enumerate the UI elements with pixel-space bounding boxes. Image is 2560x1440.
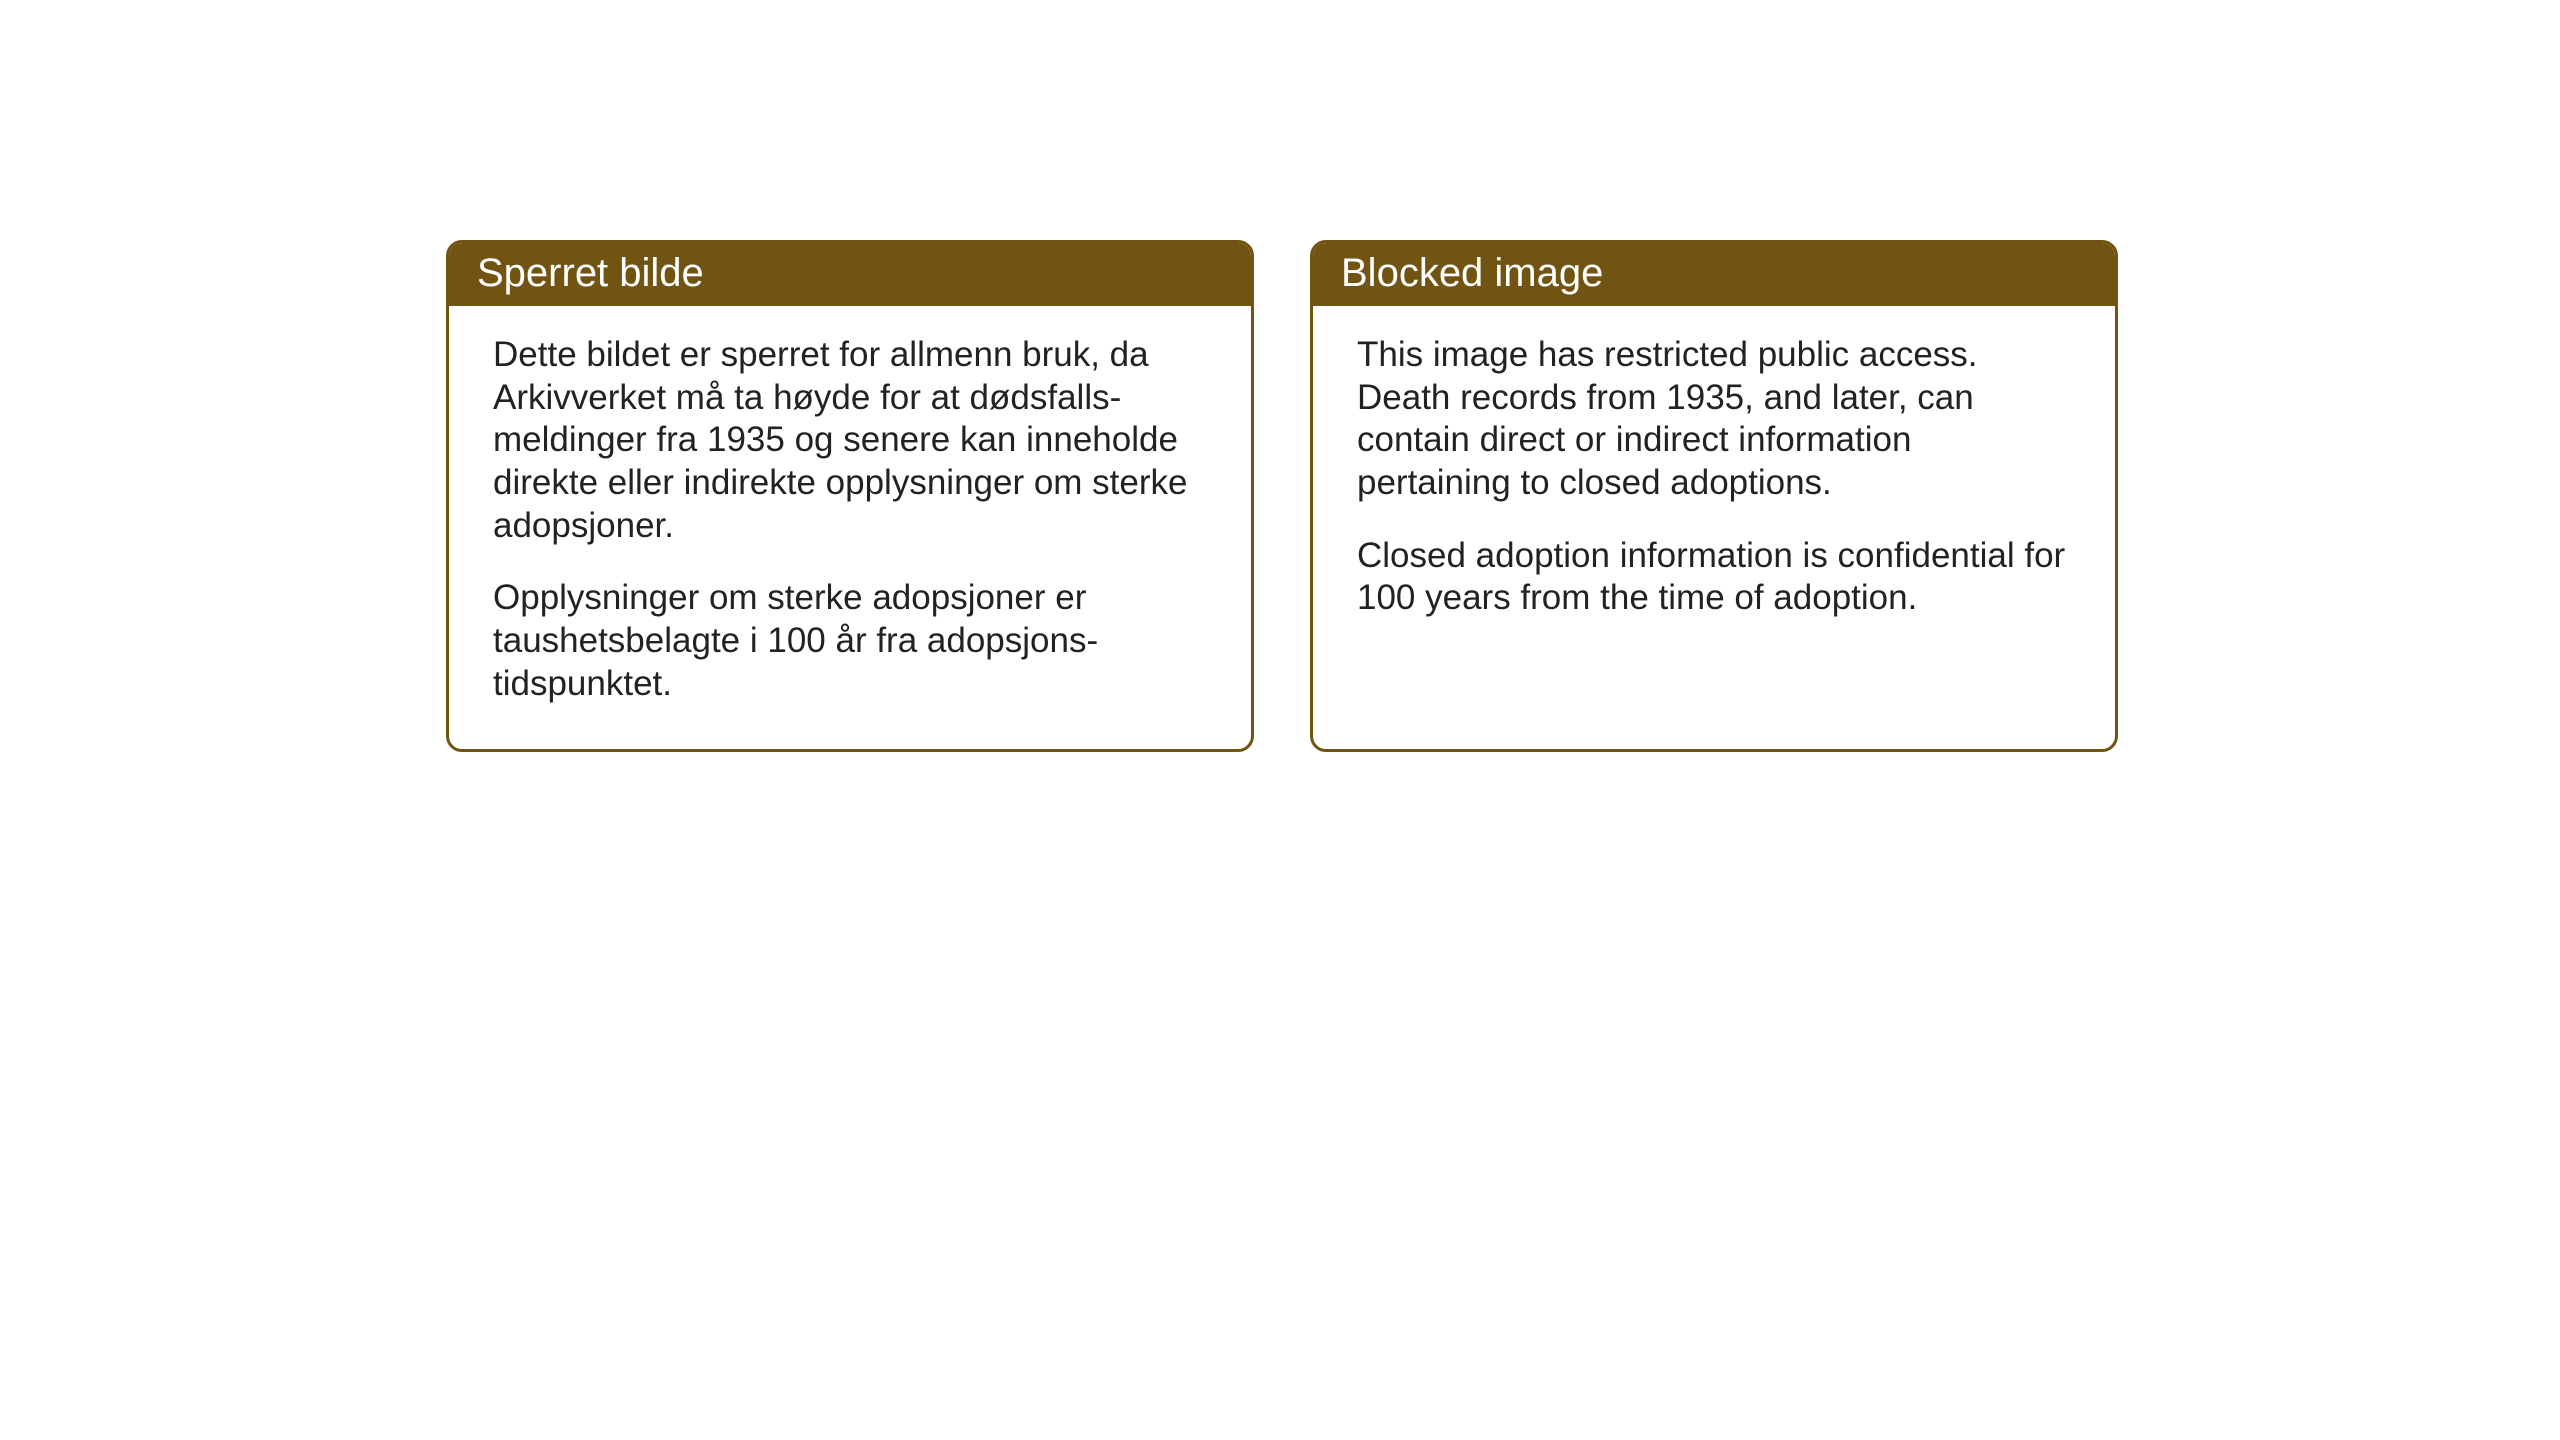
card-norwegian: Sperret bilde Dette bildet er sperret fo…	[446, 240, 1254, 752]
card-paragraph: Closed adoption information is confident…	[1357, 535, 2071, 620]
card-body-english: This image has restricted public access.…	[1313, 306, 2115, 652]
card-header-english: Blocked image	[1313, 243, 2115, 306]
card-body-norwegian: Dette bildet er sperret for allmenn bruk…	[449, 306, 1251, 738]
card-paragraph: This image has restricted public access.…	[1357, 334, 2071, 505]
card-paragraph: Opplysninger om sterke adopsjoner er tau…	[493, 577, 1207, 705]
card-english: Blocked image This image has restricted …	[1310, 240, 2118, 752]
card-paragraph: Dette bildet er sperret for allmenn bruk…	[493, 334, 1207, 547]
card-header-norwegian: Sperret bilde	[449, 243, 1251, 306]
cards-container: Sperret bilde Dette bildet er sperret fo…	[446, 240, 2118, 752]
